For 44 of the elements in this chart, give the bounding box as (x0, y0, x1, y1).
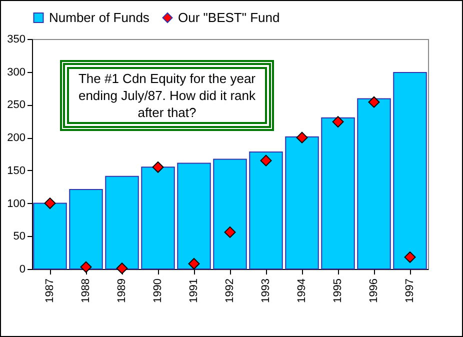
x-tick-label: 1993 (260, 278, 272, 303)
point (332, 116, 344, 128)
point (368, 96, 380, 108)
y-tick-label: 0 (19, 264, 26, 276)
bar (285, 136, 319, 270)
y-tick-label: 300 (7, 66, 26, 78)
point (116, 262, 128, 274)
point (80, 261, 92, 273)
x-tick-label: 1987 (44, 278, 56, 303)
x-tick-label: 1989 (116, 278, 128, 303)
bar (33, 202, 67, 270)
x-tick-label: 1988 (80, 278, 92, 303)
legend-label: Our "BEST" Fund (178, 10, 280, 25)
point (44, 198, 56, 210)
point (152, 161, 164, 173)
bar (321, 117, 355, 270)
bar (105, 176, 139, 270)
y-tick-label: 200 (7, 132, 26, 144)
note-box: The #1 Cdn Equity for the year ending July/87. How did it rank after that? (63, 63, 271, 128)
x-tick-label: 1992 (224, 278, 236, 303)
bar (177, 162, 211, 270)
legend-label: Number of Funds (49, 10, 150, 25)
bar (69, 188, 103, 270)
x-tick-label: 1990 (152, 278, 164, 303)
x-tick-label: 1996 (368, 278, 380, 303)
x-tick-label: 1995 (332, 278, 344, 303)
point (404, 251, 416, 263)
bar (393, 72, 427, 270)
y-tick-label: 100 (7, 198, 26, 210)
point (188, 258, 200, 270)
y-tick-label: 250 (7, 99, 26, 112)
bar (141, 166, 175, 270)
y-tick-label: 50 (13, 230, 26, 243)
x-tick-label: 1997 (404, 278, 416, 303)
point (260, 154, 272, 166)
y-tick-label: 350 (7, 34, 26, 46)
point (224, 226, 236, 238)
bar (213, 158, 247, 270)
point (296, 132, 308, 144)
x-tick-label: 1994 (296, 278, 308, 303)
bar (249, 152, 283, 270)
x-tick-label: 1991 (188, 278, 200, 303)
y-tick-label: 150 (7, 164, 26, 177)
bar (357, 98, 391, 270)
